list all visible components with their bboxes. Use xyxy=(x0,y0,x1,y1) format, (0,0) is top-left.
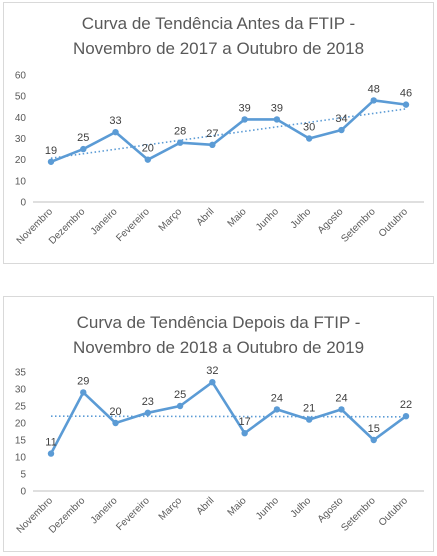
chart-panel-before: Curva de Tendência Antes da FTIP - Novem… xyxy=(3,2,434,264)
data-point xyxy=(305,135,313,142)
x-tick-label: Outubro xyxy=(377,495,411,529)
data-label: 34 xyxy=(335,113,347,125)
x-tick-label: Abril xyxy=(195,206,217,228)
x-tick-label: Março xyxy=(157,495,185,523)
x-tick-label: Janeiro xyxy=(89,495,120,526)
data-point xyxy=(402,101,410,108)
data-label: 46 xyxy=(400,88,412,100)
data-label: 15 xyxy=(368,423,380,435)
y-tick-label: 20 xyxy=(15,155,27,166)
data-point xyxy=(112,128,119,136)
data-label: 29 xyxy=(77,375,89,387)
data-point xyxy=(338,406,345,413)
data-label: 28 xyxy=(174,126,186,138)
y-tick-label: 0 xyxy=(20,198,26,209)
y-tick-label: 25 xyxy=(15,402,27,413)
data-label: 23 xyxy=(142,396,154,408)
y-tick-label: 60 xyxy=(15,71,27,82)
data-point xyxy=(305,416,313,423)
x-tick-label: Fevereiro xyxy=(114,206,152,244)
data-point xyxy=(209,379,216,386)
y-tick-label: 20 xyxy=(15,419,27,430)
y-tick-label: 15 xyxy=(15,436,27,447)
data-label: 20 xyxy=(142,143,154,155)
data-label: 11 xyxy=(45,437,56,449)
data-label: 48 xyxy=(368,83,380,95)
data-label: 32 xyxy=(206,365,218,377)
data-point xyxy=(241,116,248,123)
data-point xyxy=(338,126,345,134)
series-line xyxy=(50,99,407,163)
data-label: 33 xyxy=(109,115,121,127)
data-label: 20 xyxy=(109,406,121,418)
data-point xyxy=(47,450,55,457)
y-tick-label: 50 xyxy=(15,92,27,103)
data-point xyxy=(80,389,87,396)
data-point xyxy=(241,430,248,437)
data-point xyxy=(273,406,281,413)
x-tick-label: Outubro xyxy=(377,206,411,240)
data-label: 25 xyxy=(77,132,89,144)
y-tick-label: 30 xyxy=(15,134,27,145)
y-tick-label: 40 xyxy=(15,113,27,124)
y-tick-label: 0 xyxy=(20,487,26,498)
x-tick-label: Abril xyxy=(195,495,217,517)
x-tick-label: Agosto xyxy=(316,206,346,236)
x-tick-label: Maio xyxy=(226,206,249,229)
chart-panel-after: Curva de Tendência Depois da FTIP - Nove… xyxy=(3,296,434,552)
x-tick-label: Junho xyxy=(254,206,281,233)
data-label: 24 xyxy=(271,392,283,404)
data-label: 39 xyxy=(239,102,251,114)
data-point xyxy=(209,141,216,149)
data-point xyxy=(402,413,410,420)
data-label: 21 xyxy=(303,403,315,415)
data-point xyxy=(176,402,184,410)
x-tick-label: Fevereiro xyxy=(114,495,152,533)
y-tick-label: 35 xyxy=(15,368,27,379)
data-label: 19 xyxy=(45,145,57,157)
data-point xyxy=(370,97,377,104)
x-tick-label: Janeiro xyxy=(89,206,120,237)
data-point xyxy=(112,419,119,427)
x-tick-label: Julho xyxy=(289,206,314,231)
y-tick-label: 5 xyxy=(20,470,26,481)
data-point xyxy=(47,158,55,165)
chart-title-line2: Novembro de 2017 a Outubro de 2018 xyxy=(72,39,365,58)
data-point xyxy=(273,116,281,123)
data-label: 30 xyxy=(303,122,315,134)
x-tick-label: Agosto xyxy=(316,495,346,525)
data-point xyxy=(176,139,184,146)
x-tick-label: Julho xyxy=(289,495,314,520)
data-label: 24 xyxy=(335,392,347,404)
x-tick-label: Junho xyxy=(254,495,281,522)
x-tick-label: Setembro xyxy=(339,206,378,245)
x-tick-label: Setembro xyxy=(339,495,378,534)
y-tick-label: 30 xyxy=(15,385,27,396)
data-point xyxy=(144,156,152,163)
x-tick-label: Março xyxy=(157,206,185,234)
data-label: 25 xyxy=(174,389,186,401)
y-tick-label: 10 xyxy=(15,176,27,187)
data-point xyxy=(80,145,87,153)
data-point xyxy=(144,409,152,416)
chart-title-line1: Curva de Tendência Antes da FTIP - xyxy=(81,14,356,33)
chart-title-line2: Novembro de 2018 a Outubro de 2019 xyxy=(72,338,365,357)
x-tick-label: Maio xyxy=(226,495,249,518)
data-label: 27 xyxy=(206,128,218,140)
data-point xyxy=(370,436,377,444)
trendline xyxy=(50,415,407,418)
y-tick-label: 10 xyxy=(15,453,27,464)
data-label: 39 xyxy=(271,102,283,114)
data-label: 17 xyxy=(239,416,251,428)
data-label: 22 xyxy=(400,399,412,411)
chart-title-line1: Curva de Tendência Depois da FTIP - xyxy=(76,313,361,332)
series-line xyxy=(49,380,407,455)
